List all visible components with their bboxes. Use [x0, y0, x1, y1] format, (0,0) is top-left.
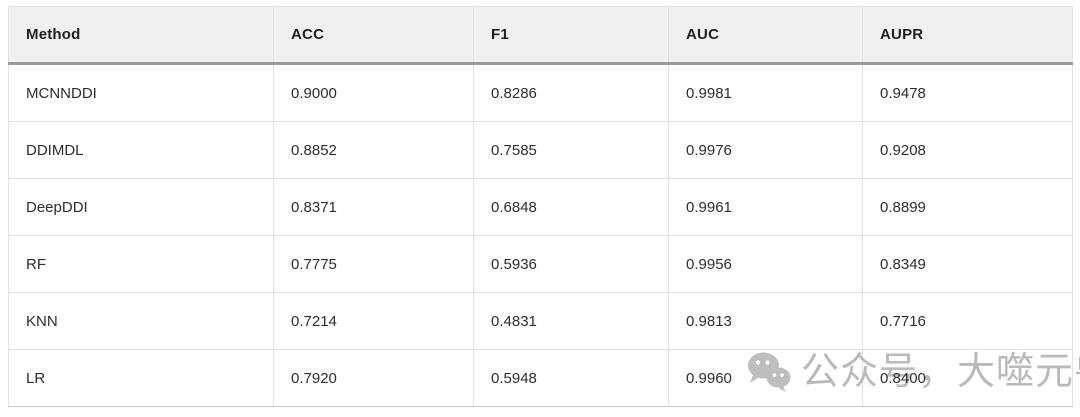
- cell-method: MCNNDDI: [8, 63, 274, 122]
- cell-acc: 0.7775: [273, 235, 474, 293]
- method-name: RF: [26, 255, 46, 273]
- cell-acc: 0.8371: [273, 178, 474, 236]
- column-header-label: AUC: [686, 26, 720, 43]
- column-header-acc: ACC: [273, 6, 474, 65]
- cell-aupr: 0.9478: [862, 63, 1073, 122]
- metric-value: 0.6848: [491, 198, 537, 216]
- column-header-auc: AUC: [668, 6, 863, 65]
- metric-value: 0.7920: [291, 369, 337, 387]
- column-header-method: Method: [8, 6, 274, 65]
- cell-acc: 0.7214: [273, 292, 474, 350]
- cell-aupr: 0.8400: [862, 349, 1073, 407]
- column-header-label: Method: [26, 26, 81, 43]
- cell-f1: 0.5936: [473, 235, 669, 293]
- metric-value: 0.7775: [291, 255, 337, 273]
- cell-f1: 0.6848: [473, 178, 669, 236]
- cell-auc: 0.9976: [668, 121, 863, 179]
- cell-auc: 0.9813: [668, 292, 863, 350]
- metric-value: 0.7585: [491, 141, 537, 159]
- metric-value: 0.8899: [880, 198, 926, 216]
- cell-f1: 0.5948: [473, 349, 669, 407]
- cell-method: LR: [8, 349, 274, 407]
- results-table: Method ACC F1 AUC AUPR MCNNDDI 0.9000 0.…: [8, 6, 1073, 407]
- table-row: MCNNDDI 0.9000 0.8286 0.9981 0.9478: [8, 63, 1073, 122]
- table-header-row: Method ACC F1 AUC AUPR: [8, 6, 1073, 65]
- metric-value: 0.8852: [291, 141, 337, 159]
- metric-value: 0.9956: [686, 255, 732, 273]
- cell-method: DDIMDL: [8, 121, 274, 179]
- metric-value: 0.5936: [491, 255, 537, 273]
- metric-value: 0.4831: [491, 312, 537, 330]
- metric-value: 0.9000: [291, 84, 337, 102]
- cell-method: RF: [8, 235, 274, 293]
- table-row: DeepDDI 0.8371 0.6848 0.9961 0.8899: [8, 178, 1073, 236]
- method-name: DeepDDI: [26, 198, 88, 216]
- metric-value: 0.9976: [686, 141, 732, 159]
- cell-auc: 0.9981: [668, 63, 863, 122]
- cell-method: DeepDDI: [8, 178, 274, 236]
- cell-auc: 0.9956: [668, 235, 863, 293]
- cell-auc: 0.9960: [668, 349, 863, 407]
- metric-value: 0.5948: [491, 369, 537, 387]
- method-name: KNN: [26, 312, 58, 330]
- cell-f1: 0.4831: [473, 292, 669, 350]
- method-name: LR: [26, 369, 46, 387]
- metric-value: 0.9813: [686, 312, 732, 330]
- cell-auc: 0.9961: [668, 178, 863, 236]
- method-name: DDIMDL: [26, 141, 84, 159]
- metric-value: 0.7716: [880, 312, 926, 330]
- metric-value: 0.9961: [686, 198, 732, 216]
- metric-value: 0.7214: [291, 312, 337, 330]
- column-header-aupr: AUPR: [862, 6, 1073, 65]
- metric-value: 0.9960: [686, 369, 732, 387]
- column-header-label: F1: [491, 26, 509, 43]
- cell-aupr: 0.7716: [862, 292, 1073, 350]
- cell-aupr: 0.8349: [862, 235, 1073, 293]
- method-name: MCNNDDI: [26, 84, 97, 102]
- column-header-f1: F1: [473, 6, 669, 65]
- metric-value: 0.8371: [291, 198, 337, 216]
- cell-acc: 0.7920: [273, 349, 474, 407]
- cell-aupr: 0.9208: [862, 121, 1073, 179]
- metric-value: 0.8349: [880, 255, 926, 273]
- cell-acc: 0.9000: [273, 63, 474, 122]
- table-row: RF 0.7775 0.5936 0.9956 0.8349: [8, 235, 1073, 293]
- cell-f1: 0.7585: [473, 121, 669, 179]
- metric-value: 0.8286: [491, 84, 537, 102]
- column-header-label: ACC: [291, 26, 325, 43]
- metric-value: 0.8400: [880, 369, 926, 387]
- cell-aupr: 0.8899: [862, 178, 1073, 236]
- cell-method: KNN: [8, 292, 274, 350]
- metric-value: 0.9478: [880, 84, 926, 102]
- metric-value: 0.9981: [686, 84, 732, 102]
- table-row: KNN 0.7214 0.4831 0.9813 0.7716: [8, 292, 1073, 350]
- cell-f1: 0.8286: [473, 63, 669, 122]
- table-row: DDIMDL 0.8852 0.7585 0.9976 0.9208: [8, 121, 1073, 179]
- cell-acc: 0.8852: [273, 121, 474, 179]
- metric-value: 0.9208: [880, 141, 926, 159]
- table-row: LR 0.7920 0.5948 0.9960 0.8400: [8, 349, 1073, 407]
- column-header-label: AUPR: [880, 26, 924, 43]
